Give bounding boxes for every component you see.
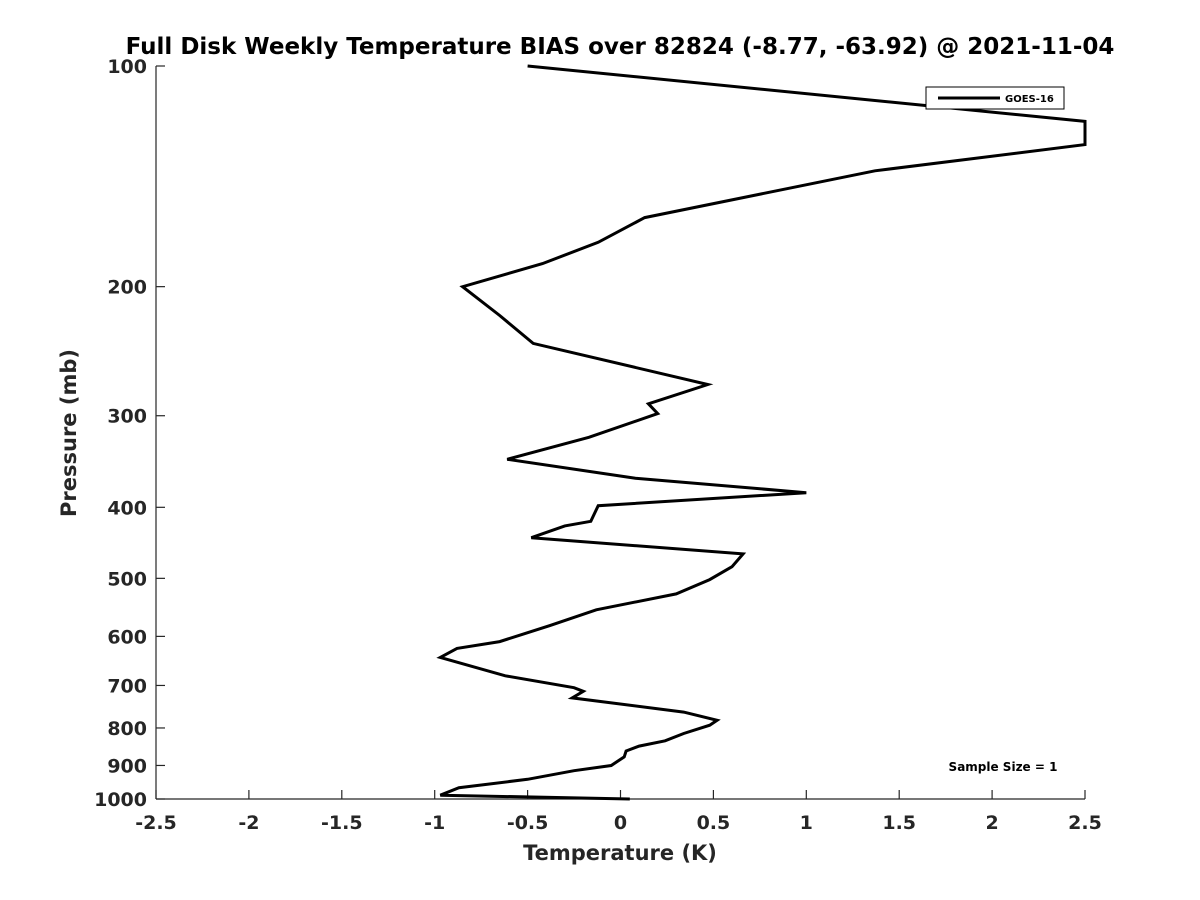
y-tick-label: 600 [107,626,147,648]
y-tick-label: 200 [107,277,147,299]
y-ticks: 100 200 300 400 500 600 700 800 900 1000 [94,56,165,811]
x-tick-label: 1.5 [882,812,916,834]
x-tick-label: 0 [614,812,627,834]
x-tick-label: -0.5 [507,812,549,834]
x-tick-label: -2.5 [135,812,177,834]
y-tick-label: 900 [107,755,147,777]
x-tick-label: -1 [424,812,445,834]
x-ticks: -2.5 -2 -1.5 -1 -0.5 0 0.5 1 1.5 2 2.5 [135,790,1102,834]
chart-title: Full Disk Weekly Temperature BIAS over 8… [126,34,1115,60]
legend: GOES-16 [925,86,1065,110]
y-tick-label: 500 [107,568,147,590]
y-tick-label: 400 [107,497,147,519]
y-tick-label: 100 [107,56,147,78]
x-tick-label: 1 [800,812,813,834]
x-axis-label: Temperature (K) [523,841,717,865]
legend-label-goes-16: GOES-16 [1005,94,1054,105]
series-line-goes-16 [436,64,1087,801]
y-tick-label: 300 [107,406,147,428]
y-tick-label: 1000 [94,789,147,811]
x-tick-label: -2 [238,812,259,834]
y-tick-label: 700 [107,675,147,697]
x-tick-label: -1.5 [321,812,363,834]
x-tick-label: 0.5 [697,812,731,834]
y-tick-label: 800 [107,718,147,740]
sample-size-label: Sample Size = 1 [949,760,1058,774]
y-axis-label: Pressure (mb) [57,349,81,517]
x-tick-label: 2 [985,812,998,834]
x-tick-label: 2.5 [1068,812,1102,834]
plot-area [155,66,1085,800]
